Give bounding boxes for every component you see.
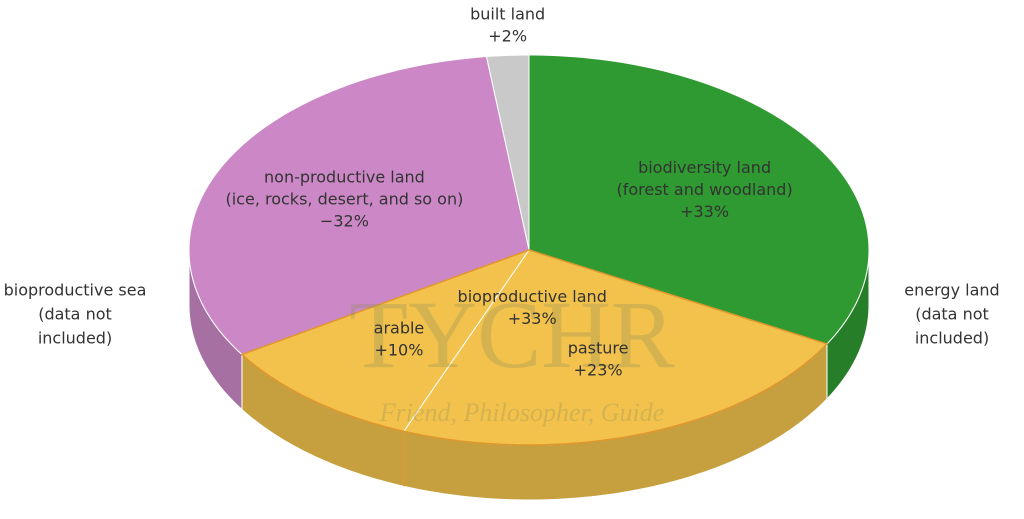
group-value-label: +33% bbox=[508, 309, 557, 328]
slice-label: pasture bbox=[568, 339, 629, 358]
watermark-title: TYCHR bbox=[349, 281, 674, 388]
side-note: (data not bbox=[38, 305, 112, 324]
pie-slice bbox=[528, 54, 870, 345]
value-label: +23% bbox=[574, 361, 623, 380]
slice-label: built land bbox=[470, 5, 545, 24]
value-label: +2% bbox=[488, 27, 527, 46]
watermark-tagline: Friend, Philosopher, Guide bbox=[379, 398, 665, 427]
side-note: energy land bbox=[904, 281, 999, 300]
value-label: −32% bbox=[320, 212, 369, 231]
slice-label: non-productive land bbox=[264, 168, 425, 187]
pie-slice bbox=[188, 56, 530, 356]
side-note: (data not bbox=[915, 305, 989, 324]
side-note: included) bbox=[915, 329, 989, 348]
value-label: +10% bbox=[374, 341, 423, 360]
slice-label: biodiversity land bbox=[638, 158, 771, 177]
slice-label: (forest and woodland) bbox=[616, 180, 792, 199]
slice-label: (ice, rocks, desert, and so on) bbox=[225, 190, 463, 209]
side-note: included) bbox=[38, 329, 112, 348]
group-label: bioproductive land bbox=[458, 287, 607, 306]
side-note: bioproductive sea bbox=[4, 281, 147, 300]
value-label: +33% bbox=[680, 202, 729, 221]
slice-label: arable bbox=[374, 319, 425, 338]
group-outline bbox=[240, 249, 829, 446]
